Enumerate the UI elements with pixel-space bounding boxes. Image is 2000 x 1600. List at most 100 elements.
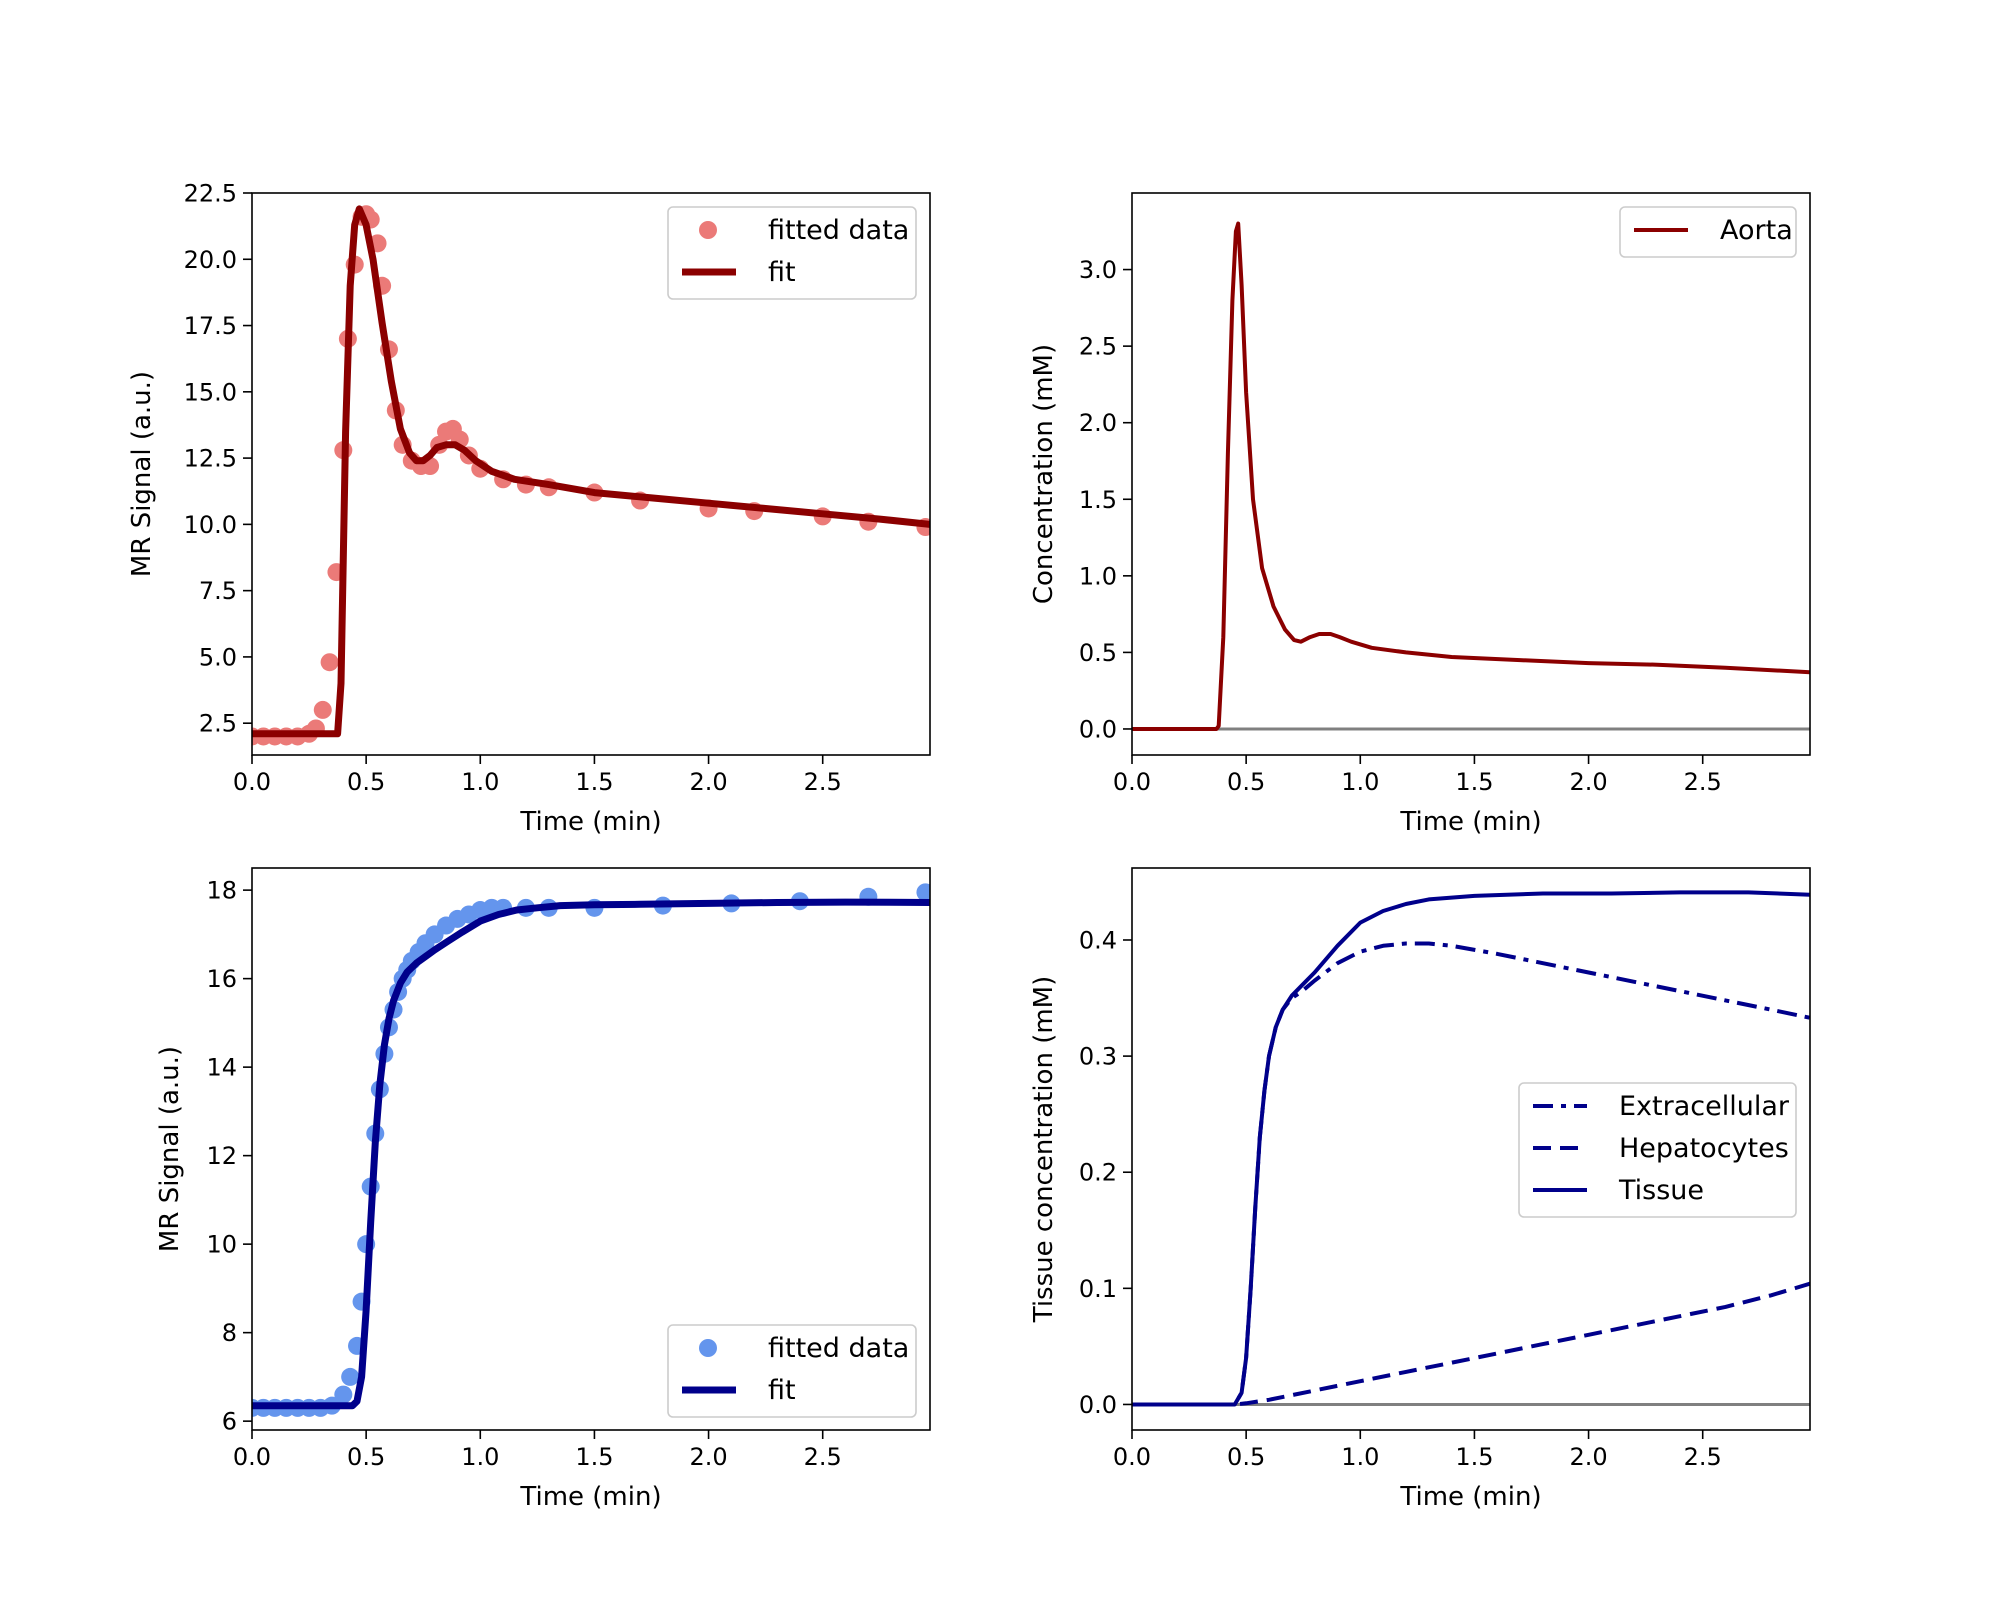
data-point bbox=[320, 653, 339, 672]
x-tick-label: 2.5 bbox=[804, 1443, 842, 1471]
legend-label: fitted data bbox=[768, 215, 909, 246]
y-tick-label: 20.0 bbox=[184, 246, 237, 274]
x-tick-label: 2.5 bbox=[804, 768, 842, 796]
legend-label: Aorta bbox=[1720, 215, 1793, 246]
y-tick-label: 6 bbox=[222, 1408, 237, 1436]
series-line bbox=[1132, 221, 1810, 731]
x-tick-label: 0.0 bbox=[1113, 768, 1151, 796]
legend-label: Extracellular bbox=[1619, 1091, 1790, 1122]
x-axis-label: Time (min) bbox=[1399, 1482, 1541, 1512]
axes-frame bbox=[251, 192, 931, 756]
series-line bbox=[252, 898, 930, 1410]
legend-label: fit bbox=[768, 257, 796, 288]
x-tick-label: 2.0 bbox=[1569, 1443, 1607, 1471]
y-axis-label: MR Signal (a.u.) bbox=[155, 1046, 185, 1252]
x-tick-label: 0.5 bbox=[1227, 1443, 1265, 1471]
x-axis-label: Time (min) bbox=[1399, 807, 1541, 837]
y-tick-label: 15.0 bbox=[184, 378, 237, 406]
chart-bottom-right: 0.0 0.5 1.0 1.5 2.0 2.5 0.0 0.1 0.2 0.3 0.4 Time (m… bbox=[1029, 867, 1811, 1512]
plot-area bbox=[252, 205, 930, 746]
y-tick-label: 0.0 bbox=[1079, 715, 1117, 743]
legend-label: fit bbox=[768, 1375, 796, 1406]
legend-box bbox=[1619, 206, 1797, 258]
y-tick-label: 1.0 bbox=[1079, 562, 1117, 590]
y-tick-label: 7.5 bbox=[199, 577, 237, 605]
data-point bbox=[313, 700, 332, 719]
legend-box bbox=[1518, 1082, 1797, 1218]
data-point bbox=[341, 1367, 360, 1386]
data-point bbox=[334, 1385, 353, 1404]
y-axis-label: MR Signal (a.u.) bbox=[127, 371, 157, 577]
x-tick-label: 2.0 bbox=[689, 1443, 727, 1471]
y-tick-label: 0.5 bbox=[1079, 639, 1117, 667]
y-tick-label: 10.0 bbox=[184, 511, 237, 539]
y-tick-label: 18 bbox=[206, 877, 237, 905]
chart-top-left: 0.0 0.5 1.0 1.5 2.0 2.5 2.5 5.0 7.5 10.0 12.5 15.0 1… bbox=[127, 180, 931, 837]
legend: fitted data fit bbox=[667, 1324, 917, 1418]
y-tick-label: 1.5 bbox=[1079, 486, 1117, 514]
series-line bbox=[1132, 890, 1810, 1407]
legend-box bbox=[667, 1324, 917, 1418]
series-line bbox=[252, 205, 930, 738]
x-tick-label: 0.0 bbox=[233, 768, 271, 796]
axes-frame bbox=[1131, 192, 1811, 756]
x-tick-label: 2.0 bbox=[689, 768, 727, 796]
y-tick-label: 2.5 bbox=[1079, 333, 1117, 361]
x-tick-label: 1.5 bbox=[1455, 768, 1493, 796]
y-tick-label: 8 bbox=[222, 1319, 237, 1347]
legend: Aorta bbox=[1619, 206, 1797, 258]
axes-frame bbox=[251, 867, 931, 1431]
y-tick-label: 16 bbox=[206, 965, 237, 993]
y-tick-label: 3.0 bbox=[1079, 256, 1117, 284]
x-tick-label: 1.0 bbox=[1341, 768, 1379, 796]
x-tick-label: 0.0 bbox=[1113, 1443, 1151, 1471]
legend-label: fitted data bbox=[768, 1333, 909, 1364]
x-tick-label: 1.0 bbox=[461, 768, 499, 796]
x-tick-label: 1.5 bbox=[575, 1443, 613, 1471]
x-tick-label: 0.5 bbox=[347, 768, 385, 796]
x-tick-label: 2.0 bbox=[1569, 768, 1607, 796]
plot-area bbox=[1132, 221, 1810, 731]
chart-bottom-left: 0.0 0.5 1.0 1.5 2.0 2.5 6 8 10 12 14 16 18 Time (min)… bbox=[155, 867, 931, 1512]
x-tick-label: 1.0 bbox=[1341, 1443, 1379, 1471]
y-tick-label: 2.0 bbox=[1079, 409, 1117, 437]
series-line bbox=[1132, 1281, 1810, 1407]
y-tick-label: 12.5 bbox=[184, 445, 237, 473]
y-tick-label: 17.5 bbox=[184, 312, 237, 340]
x-axis-label: Time (min) bbox=[519, 1482, 661, 1512]
y-tick-label: 22.5 bbox=[184, 180, 237, 208]
y-tick-label: 10 bbox=[206, 1231, 237, 1259]
x-tick-label: 0.5 bbox=[1227, 768, 1265, 796]
x-tick-label: 2.5 bbox=[1684, 1443, 1722, 1471]
x-tick-label: 1.5 bbox=[575, 768, 613, 796]
x-tick-label: 1.0 bbox=[461, 1443, 499, 1471]
y-tick-label: 2.5 bbox=[199, 710, 237, 738]
plot-area bbox=[252, 883, 930, 1417]
y-tick-label: 0.4 bbox=[1079, 926, 1117, 954]
legend-label: Tissue bbox=[1618, 1175, 1704, 1206]
y-tick-label: 0.0 bbox=[1079, 1391, 1117, 1419]
legend-marker bbox=[699, 1339, 717, 1357]
legend: fitted data fit bbox=[667, 206, 917, 300]
y-axis-label: Tissue concentration (mM) bbox=[1029, 976, 1059, 1324]
legend-box bbox=[667, 206, 917, 300]
legend-label: Hepatocytes bbox=[1619, 1133, 1789, 1164]
y-tick-label: 12 bbox=[206, 1142, 237, 1170]
plot-area bbox=[1132, 890, 1810, 1407]
data-point bbox=[916, 883, 930, 902]
y-tick-label: 0.2 bbox=[1079, 1159, 1117, 1187]
y-tick-label: 0.3 bbox=[1079, 1043, 1117, 1071]
axes-frame bbox=[1131, 867, 1811, 1431]
x-axis-label: Time (min) bbox=[519, 807, 661, 837]
x-tick-label: 0.0 bbox=[233, 1443, 271, 1471]
y-tick-label: 14 bbox=[206, 1054, 237, 1082]
x-tick-label: 2.5 bbox=[1684, 768, 1722, 796]
legend: Extracellular Hepatocytes Tissue bbox=[1518, 1082, 1797, 1218]
x-tick-label: 1.5 bbox=[1455, 1443, 1493, 1471]
y-axis-label: Concentration (mM) bbox=[1029, 344, 1059, 604]
x-tick-label: 0.5 bbox=[347, 1443, 385, 1471]
y-tick-label: 0.1 bbox=[1079, 1275, 1117, 1303]
legend-marker bbox=[699, 221, 717, 239]
y-tick-label: 5.0 bbox=[199, 643, 237, 671]
